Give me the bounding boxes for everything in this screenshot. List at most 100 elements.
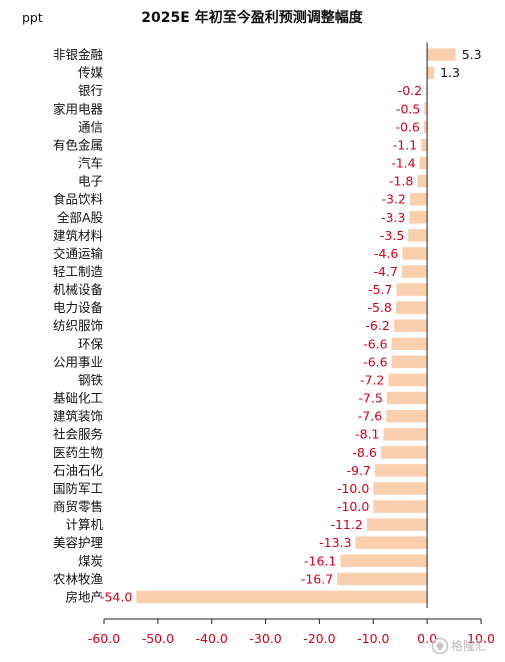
bar (391, 355, 428, 369)
watermark-logo-icon (431, 637, 449, 655)
value-label: -13.3 (319, 535, 351, 550)
value-label: -8.1 (355, 427, 379, 442)
value-label: -7.6 (358, 409, 382, 424)
category-label: 家用电器 (53, 101, 104, 116)
category-label: 传媒 (78, 65, 104, 80)
unit-label: ppt (22, 10, 43, 25)
x-tick-label: -30.0 (249, 631, 281, 646)
bar (380, 446, 428, 459)
bar (136, 590, 428, 604)
category-label: 建筑材料 (53, 228, 104, 243)
value-label: -7.2 (360, 373, 384, 388)
value-label: -9.7 (347, 463, 371, 478)
category-label: 商贸零售 (53, 499, 103, 514)
x-tick-label: 0.0 (417, 631, 437, 646)
x-tick-label: -20.0 (303, 631, 335, 646)
value-label: -3.3 (381, 210, 405, 225)
category-label: 石油石化 (53, 463, 104, 478)
bar (374, 464, 428, 477)
bar (396, 283, 428, 296)
value-label: -6.6 (363, 354, 387, 369)
bar (419, 156, 428, 170)
value-label: -1.4 (391, 156, 415, 171)
value-label: -4.7 (373, 264, 397, 279)
bar (393, 319, 428, 332)
x-tick-label: 10.0 (467, 631, 495, 646)
x-tick-label: -50.0 (142, 631, 174, 646)
chart-title: 2025E 年初至今盈利预测调整幅度 (141, 9, 363, 26)
value-label: -10.0 (337, 481, 369, 496)
bar (373, 500, 428, 513)
category-label: 基础化工 (53, 391, 103, 406)
category-label: 房地产 (65, 589, 103, 604)
value-label: -16.7 (301, 571, 333, 586)
value-label: -11.2 (330, 517, 362, 532)
value-label: -0.2 (398, 83, 422, 98)
watermark: 格隆汇 (431, 637, 487, 655)
category-label: 社会服务 (53, 427, 103, 442)
category-label: 煤炭 (78, 553, 103, 568)
value-label: -8.6 (352, 445, 376, 460)
bar (424, 102, 428, 115)
value-label: -6.6 (363, 336, 387, 351)
bar (409, 211, 428, 224)
category-label: 农林牧渔 (53, 571, 103, 586)
value-label: -6.2 (365, 318, 389, 333)
x-tick-label: -40.0 (196, 631, 228, 646)
value-label: -16.1 (304, 553, 336, 568)
bar (402, 247, 428, 260)
bar (417, 174, 428, 188)
bar (383, 428, 428, 441)
watermark-text: 格隆汇 (451, 638, 487, 653)
bar (340, 554, 428, 567)
category-label: 国防军工 (53, 481, 103, 496)
value-label: -1.1 (393, 137, 417, 152)
bar (409, 192, 428, 206)
category-label: 汽车 (78, 156, 103, 171)
value-label: -54.0 (100, 589, 132, 604)
value-label: -3.2 (382, 192, 406, 207)
bar (421, 138, 428, 152)
category-labels: 非银金融传媒银行家用电器通信有色金属汽车电子食品饮料全部A股建筑材料交通运输轻工… (53, 47, 104, 604)
bar (366, 518, 428, 531)
category-label: 纺织服饰 (53, 318, 103, 333)
category-label: 非银金融 (53, 47, 104, 62)
value-label: -5.7 (368, 282, 392, 297)
value-label: -1.8 (389, 174, 413, 189)
bar (388, 373, 428, 387)
category-label: 电力设备 (53, 300, 104, 315)
value-label: -5.8 (368, 300, 392, 315)
bar (386, 391, 428, 405)
value-labels: 5.31.3 -0.2 -0.5 -0.6 -1.1 -1.4 -1.8 -3.2 -3.3 -3… (100, 47, 482, 604)
value-label: -0.6 (396, 119, 420, 134)
value-label: -7.5 (358, 391, 382, 406)
bar (395, 301, 428, 314)
category-label: 银行 (78, 83, 103, 98)
category-label: 有色金属 (53, 137, 103, 152)
x-tick-label: -10.0 (357, 631, 389, 646)
category-label: 公用事业 (53, 354, 103, 369)
category-label: 计算机 (65, 517, 103, 532)
bar (391, 337, 428, 351)
category-label: 轻工制造 (53, 264, 104, 279)
bar (373, 482, 428, 495)
category-label: 医药生物 (53, 445, 103, 460)
category-label: 环保 (78, 336, 104, 351)
x-axis: -60.0 -50.0 -40.0 -30.0 -20.0 -10.0 0.0 10.0 (88, 42, 495, 646)
bar (337, 572, 428, 586)
category-label: 交通运输 (53, 246, 104, 261)
category-label: 电子 (78, 174, 103, 189)
category-label: 机械设备 (53, 282, 104, 297)
bar (355, 536, 428, 549)
bar (408, 229, 428, 242)
category-label: 钢铁 (78, 373, 104, 388)
value-label: -4.6 (374, 246, 398, 261)
bar (386, 409, 428, 423)
value-label: 1.3 (440, 65, 460, 80)
category-label: 建筑装饰 (53, 409, 103, 424)
category-label: 食品饮料 (53, 192, 104, 207)
category-label: 通信 (78, 119, 103, 134)
category-label: 美容护理 (53, 535, 104, 550)
x-tick-label: -60.0 (88, 631, 120, 646)
